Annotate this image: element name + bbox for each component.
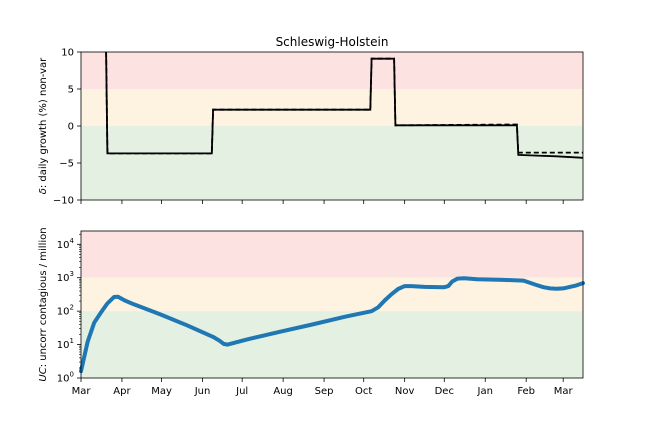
contagious-line — [79, 276, 585, 374]
month-x-tick-label: Jul — [235, 386, 248, 397]
month-x-tick-label: Oct — [355, 386, 372, 397]
contagious-series — [79, 276, 585, 374]
growth-axes-frame — [80, 51, 584, 201]
month-x-tick-label: Jun — [194, 386, 211, 397]
contagious-y-tick-label: 104 — [57, 237, 75, 251]
contagious-panel: 100 101 102 103 104 Mar Apr May Jun Jul Aug Sep Oct… — [38, 227, 585, 397]
month-x-tick-label: Aug — [273, 386, 293, 397]
chart-title: Schleswig-Holstein — [276, 35, 389, 49]
growth-zone-0 — [81, 52, 583, 89]
month-x-tick-label: Mar — [72, 386, 92, 397]
month-x-tick-label: May — [151, 386, 172, 397]
growth-y-tick-label: 5 — [68, 85, 74, 96]
month-x-tick-label: Dec — [435, 386, 454, 397]
month-x-ticks: Mar Apr May Jun Jul Aug Sep Oct Nov Dec Jan Feb Mar — [72, 378, 574, 397]
contagious-zone-2 — [81, 311, 583, 378]
growth-zone-1 — [81, 89, 583, 126]
growth-y-ticks: −10 −5 0 5 10 — [53, 48, 81, 207]
month-x-tick-label: Jan — [477, 386, 493, 397]
contagious-y-axis-label: UC: uncorr contagious / million — [38, 227, 49, 381]
contagious-zone-1 — [81, 277, 583, 312]
month-x-tick-label: Sep — [315, 386, 334, 397]
growth-y-tick-label: 0 — [68, 122, 74, 133]
growth-y-tick-label: −10 — [53, 196, 74, 207]
growth-zones — [81, 52, 583, 200]
growth-x-tick-marks — [80, 200, 564, 204]
contagious-y-tick-label: 100 — [57, 371, 74, 385]
growth-zone-2 — [81, 126, 583, 200]
contagious-y-tick-label: 103 — [57, 270, 74, 284]
contagious-y-tick-label: 102 — [57, 304, 74, 318]
month-x-tick-label: Apr — [113, 386, 131, 397]
contagious-zones — [81, 231, 583, 378]
growth-line-dashed — [105, 51, 583, 155]
month-x-tick-label: Feb — [517, 386, 535, 397]
contagious-y-ticks: 100 101 102 103 104 — [57, 233, 81, 385]
contagious-axes-frame — [80, 230, 584, 379]
month-x-tick-label: Nov — [395, 386, 415, 397]
contagious-y-tick-label: 101 — [57, 337, 74, 351]
growth-y-tick-label: 10 — [61, 48, 74, 59]
growth-y-axis-label: δ: daily growth (%) non-var — [38, 57, 49, 194]
growth-y-tick-label: −5 — [59, 159, 74, 170]
growth-panel: Schleswig-Holstein −10 −5 0 5 10 δ: daily gr… — [38, 35, 584, 207]
contagious-zone-0 — [81, 231, 583, 278]
growth-series — [105, 51, 584, 159]
month-x-tick-label: Mar — [554, 386, 574, 397]
